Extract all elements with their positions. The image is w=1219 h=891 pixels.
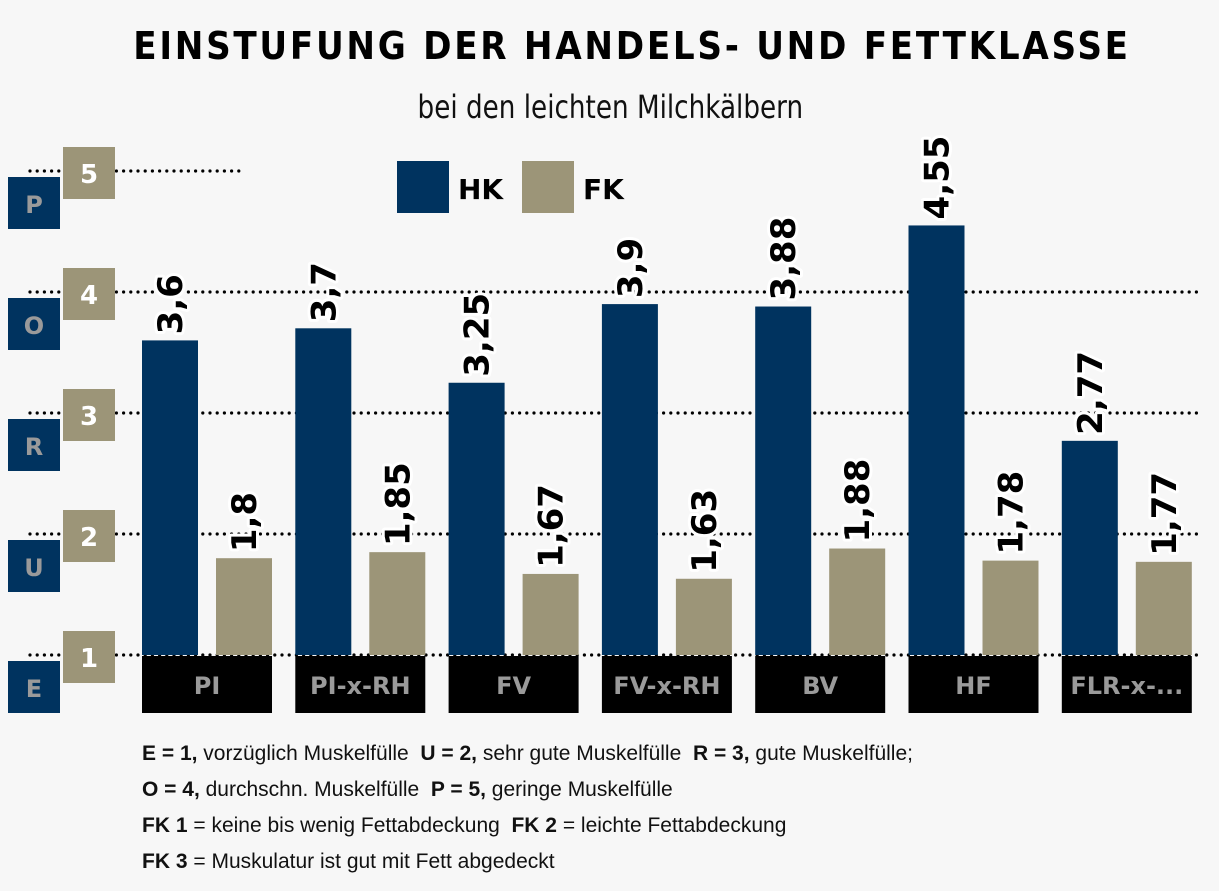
note-key: R = 3, [692,742,750,765]
category-label: BV [802,672,838,700]
ytick-box-5 [63,147,115,199]
category-box [142,656,272,713]
bar-hk [142,340,198,655]
ytick-box-1 [63,631,115,683]
ytick-box-2 [63,510,115,562]
grade-label-R: R [25,433,43,461]
bar-fk [675,578,732,655]
note-line: FK 1 = keine bis wenig Fettabdeckung FK … [142,808,913,844]
legend-swatch-fk [522,161,574,213]
grade-label-P: P [25,191,43,219]
bar-fk [829,548,886,655]
ytick-label-4: 4 [80,281,98,311]
bar-fk [369,552,426,655]
category-label: FLR-x-... [1070,672,1183,700]
value-label-hk: 2,77 [1071,351,1111,435]
category-box [908,656,1039,713]
legend-swatch-hk [397,161,449,213]
category-label: FV [496,672,531,700]
value-label-fk: 1,77 [1145,472,1185,556]
bar-fk [1135,561,1192,655]
bar-hk [908,225,965,655]
value-label-hk: 4,55 [918,136,958,220]
ytick-label-3: 3 [80,402,98,432]
legend-notes: E = 1, vorzüglich Muskelfülle U = 2, seh… [142,736,913,880]
bars [142,225,1192,655]
grade-label-U: U [24,554,44,582]
value-label-fk: 1,67 [532,484,572,568]
grade-box-P [8,177,60,229]
value-label-hk: 3,25 [458,293,498,377]
legend-label-hk: HK [458,173,504,206]
value-label-hk: 3,9 [611,238,651,298]
ytick-box-4 [63,268,115,320]
ytick-label-5: 5 [80,160,98,190]
note-key: FK 1 [142,814,188,837]
bar-hk [448,382,505,655]
category-box [1061,656,1192,713]
note-text: = keine bis wenig Fettabdeckung [187,814,512,837]
ytick-box-3 [63,389,115,441]
ytick-label-2: 2 [80,523,98,553]
value-label-fk: 1,8 [225,492,265,552]
category-box [601,656,732,713]
note-line: O = 4, durchschn. Muskelfülle P = 5, ger… [142,772,913,808]
value-label-fk: 1,88 [838,459,878,543]
category-label: HF [955,672,991,700]
note-key: U = 2, [420,742,477,765]
bar-hk [601,304,658,655]
note-text: = leichte Fettabdeckung [556,814,787,837]
note-text: geringe Muskelfülle [485,778,673,801]
note-key: FK 3 [142,850,188,873]
category-label: FV-x-RH [613,672,720,700]
note-line: FK 3 = Muskulatur ist gut mit Fett abged… [142,844,913,880]
note-key: P = 5, [430,778,486,801]
chart-title: EINSTUFUNG DER HANDELS- UND FETTKLASSE [133,24,1131,68]
chart-subtitle: bei den leichten Milchkälbern [417,88,804,126]
note-line: E = 1, vorzüglich Muskelfülle U = 2, seh… [142,736,913,772]
legend: HK FK [397,161,625,213]
bar-hk [755,306,812,655]
legend-label-fk: FK [583,173,625,206]
category-box [755,656,886,713]
note-text: sehr gute Muskelfülle [477,742,693,765]
bar-fk [522,573,579,655]
grade-box-O [8,298,60,350]
note-text: = Muskulatur ist gut mit Fett abgedeckt [187,850,555,873]
x-axis-categories: PI PI-x-RH FV FV-x-RH BV HF FLR-x-... [142,656,1192,713]
value-label-hk: 3,7 [304,262,344,322]
grade-label-O: O [24,312,44,340]
note-key: E = 1, [142,742,198,765]
ytick-label-1: 1 [80,644,98,674]
value-label-fk: 1,78 [992,471,1032,555]
bar-hk [1061,440,1118,655]
category-box [295,656,426,713]
note-text: gute Muskelfülle; [749,742,913,765]
value-label-fk: 1,85 [378,462,418,546]
y-axis: 1 E 2 U 3 R 4 O 5 P [8,147,115,713]
grade-box-E [8,661,60,713]
bar-fk [982,560,1039,655]
value-labels: 3,6 1,8 3,7 1,85 3,25 1,67 3,9 1,63 3,88 1,88 4,55… [148,133,1188,576]
category-box [448,656,579,713]
category-label: PI-x-RH [310,672,411,700]
note-text: vorzüglich Muskelfülle [197,742,421,765]
value-label-fk: 1,63 [685,489,725,573]
category-label: PI [194,672,221,700]
grade-box-U [8,540,60,592]
bar-hk [295,328,352,655]
note-key: O = 4, [142,778,200,801]
bar-fk [216,558,272,655]
note-text: durchschn. Muskelfülle [199,778,431,801]
value-label-hk: 3,6 [151,274,191,334]
note-key: FK 2 [511,814,557,837]
grade-box-R [8,419,60,471]
value-label-hk: 3,88 [764,217,804,301]
grade-label-E: E [26,675,42,703]
